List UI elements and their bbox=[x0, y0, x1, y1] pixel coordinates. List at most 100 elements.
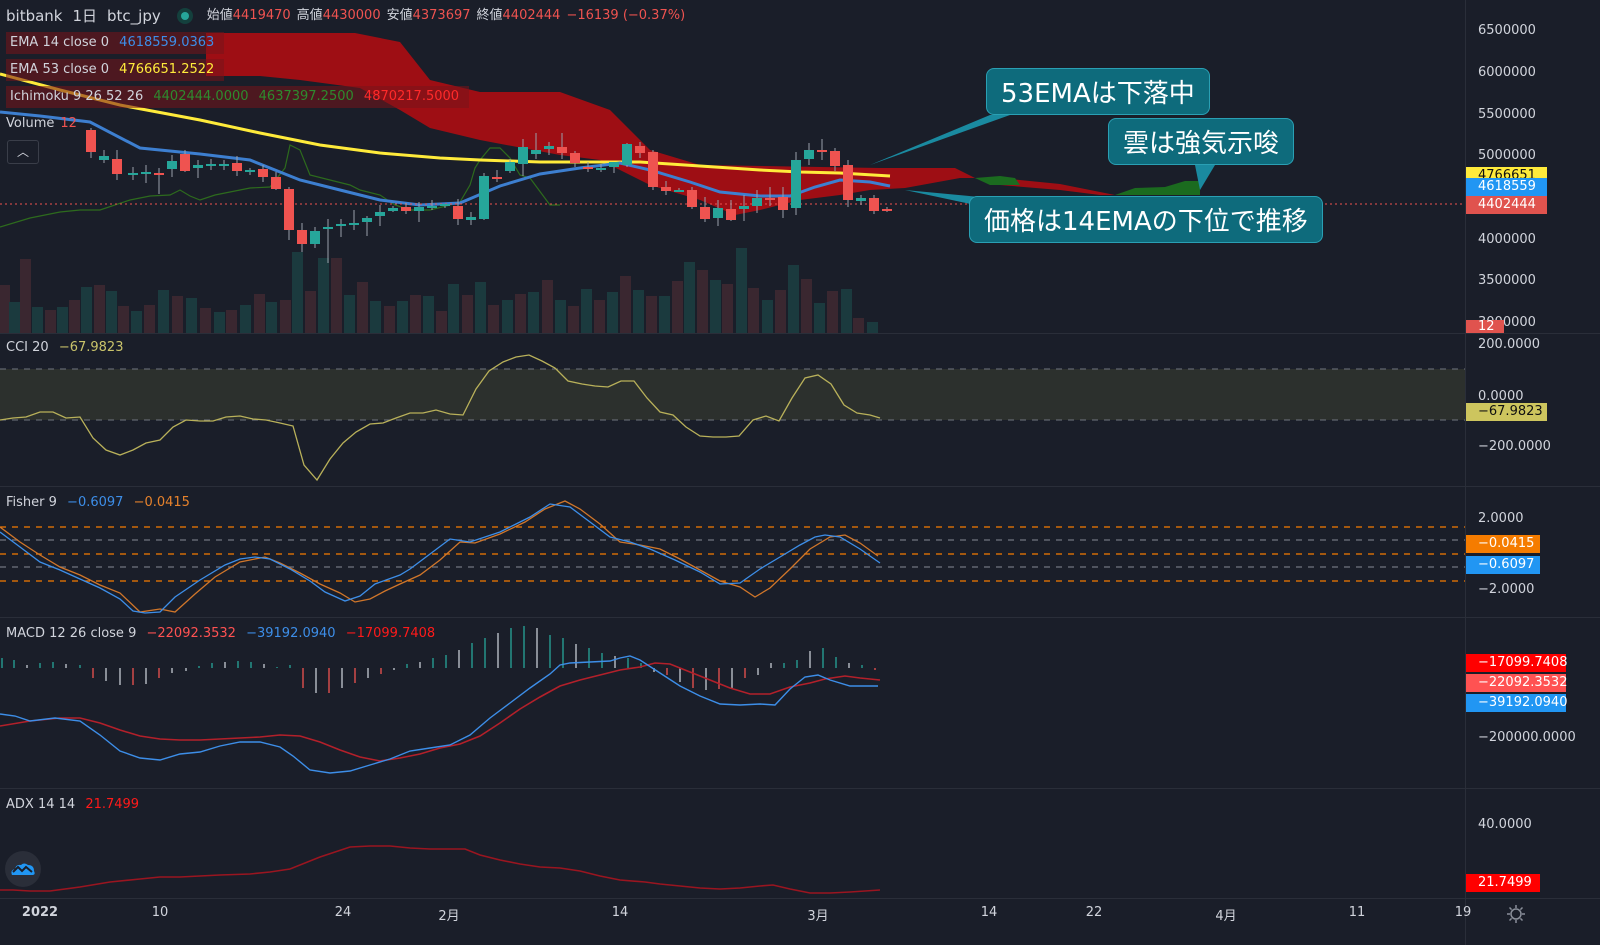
macd-axis[interactable]: −200000.0000 −17099.7408 −22092.3532 −39… bbox=[1465, 618, 1600, 788]
callout-cloud-bullish[interactable]: 雲は強気示唆 bbox=[1108, 118, 1295, 165]
legend-volume-name: Volume bbox=[6, 115, 55, 131]
price-pane[interactable]: bitbank 1日 btc_jpy 始値 4419470 高値 4430000… bbox=[0, 0, 1600, 334]
close-value: 4402444 bbox=[502, 7, 561, 23]
open-label: 始値 bbox=[206, 7, 233, 23]
adx-legend[interactable]: ADX 14 14 21.7499 bbox=[6, 797, 139, 812]
time-axis[interactable]: 2022 10 24 2月 14 3月 14 22 4月 11 19 bbox=[0, 899, 1600, 945]
last-price-badge: 4402444 bbox=[1466, 196, 1547, 214]
callout-53ema-falling[interactable]: 53EMAは下落中 bbox=[986, 68, 1210, 115]
price-tick: 6500000 bbox=[1478, 23, 1536, 38]
legend-volume[interactable]: Volume 12 bbox=[6, 110, 691, 137]
cci-badge: −67.9823 bbox=[1466, 403, 1547, 421]
chevron-up-icon: ︿ bbox=[16, 145, 29, 159]
macd-pane[interactable]: MACD 12 26 close 9 −22092.3532 −39192.09… bbox=[0, 618, 1600, 789]
close-label: 終値 bbox=[476, 7, 503, 23]
macd-value-3: −17099.7408 bbox=[345, 626, 436, 641]
cci-pane[interactable]: CCI 20 −67.9823 200.0000 0.0000 −200.000… bbox=[0, 334, 1600, 487]
adx-tick: 40.0000 bbox=[1478, 817, 1532, 832]
price-tick: 3500000 bbox=[1478, 273, 1536, 288]
macd-hist-badge: −17099.7408 bbox=[1466, 654, 1567, 672]
adx-name: ADX 14 14 bbox=[6, 797, 76, 812]
legend-ema14[interactable]: EMA 14 close 0 4618559.0363 bbox=[6, 29, 691, 56]
legend-volume-value: 12 bbox=[60, 115, 77, 131]
time-label: 11 bbox=[1348, 905, 1366, 920]
fisher-value-1: −0.6097 bbox=[67, 495, 124, 510]
time-label: 19 bbox=[1454, 905, 1472, 920]
high-label: 高値 bbox=[296, 7, 323, 23]
fisher-pane[interactable]: Fisher 9 −0.6097 −0.0415 2.0000 −2.0000 … bbox=[0, 487, 1600, 618]
time-label: 3月 bbox=[807, 909, 829, 924]
cci-tick: 200.0000 bbox=[1478, 337, 1541, 352]
time-label: 22 bbox=[1085, 905, 1103, 920]
adx-badge: 21.7499 bbox=[1466, 874, 1540, 892]
price-legend: bitbank 1日 btc_jpy 始値 4419470 高値 4430000… bbox=[6, 2, 691, 137]
time-label: 2月 bbox=[438, 909, 460, 924]
fisher-tick: 2.0000 bbox=[1478, 511, 1524, 526]
fisher-trigger-badge: −0.0415 bbox=[1466, 535, 1540, 553]
legend-ichimoku-v1: 4402444.0000 bbox=[153, 88, 249, 104]
price-axis[interactable]: 6500000 6000000 5500000 5000000 4000000 … bbox=[1465, 0, 1600, 333]
collapse-legend-button[interactable]: ︿ bbox=[7, 140, 39, 164]
volume-badge: 12 bbox=[1466, 320, 1504, 333]
adx-value: 21.7499 bbox=[85, 797, 140, 812]
low-value: 4373697 bbox=[412, 7, 471, 23]
legend-ema53[interactable]: EMA 53 close 0 4766651.2522 bbox=[6, 56, 691, 83]
legend-ema53-value: 4766651.2522 bbox=[119, 61, 215, 77]
fisher-chart[interactable] bbox=[0, 487, 1465, 617]
macd-value-2: −39192.0940 bbox=[246, 626, 336, 641]
cci-value: −67.9823 bbox=[58, 340, 124, 355]
cci-axis[interactable]: 200.0000 0.0000 −200.0000 −67.9823 bbox=[1465, 334, 1600, 486]
tradingview-logo[interactable] bbox=[5, 851, 41, 887]
time-label: 14 bbox=[611, 905, 629, 920]
legend-ema14-name: EMA 14 close 0 bbox=[10, 34, 110, 50]
legend-ichimoku-v2: 4637397.2500 bbox=[258, 88, 354, 104]
cci-tick: 0.0000 bbox=[1478, 389, 1524, 404]
price-tick: 5000000 bbox=[1478, 148, 1536, 163]
adx-chart[interactable] bbox=[0, 789, 1465, 898]
market-status-icon bbox=[180, 11, 189, 20]
fisher-value-2: −0.0415 bbox=[133, 495, 190, 510]
time-label: 24 bbox=[334, 905, 352, 920]
fisher-value-badge: −0.6097 bbox=[1466, 556, 1540, 574]
cci-tick: −200.0000 bbox=[1478, 439, 1551, 454]
adx-axis[interactable]: 40.0000 21.7499 bbox=[1465, 789, 1600, 898]
price-tick: 6000000 bbox=[1478, 65, 1536, 80]
price-tick: 5500000 bbox=[1478, 107, 1536, 122]
settings-gear-icon[interactable] bbox=[1506, 904, 1526, 924]
macd-tick: −200000.0000 bbox=[1478, 730, 1576, 745]
price-chart[interactable] bbox=[0, 0, 1465, 333]
macd-line-badge: −39192.0940 bbox=[1466, 694, 1567, 712]
open-value: 4419470 bbox=[232, 7, 291, 23]
macd-legend[interactable]: MACD 12 26 close 9 −22092.3532 −39192.09… bbox=[6, 626, 435, 641]
macd-value-1: −22092.3532 bbox=[146, 626, 236, 641]
cci-legend[interactable]: CCI 20 −67.9823 bbox=[6, 340, 123, 355]
fisher-legend[interactable]: Fisher 9 −0.6097 −0.0415 bbox=[6, 495, 190, 510]
change-value: −16139 (−0.37%) bbox=[566, 7, 686, 23]
high-value: 4430000 bbox=[322, 7, 381, 23]
legend-ichimoku-name: Ichimoku 9 26 52 26 bbox=[10, 88, 144, 104]
fisher-name: Fisher 9 bbox=[6, 495, 57, 510]
time-label: 14 bbox=[980, 905, 998, 920]
cci-name: CCI 20 bbox=[6, 340, 49, 355]
interval-label[interactable]: 1日 bbox=[72, 6, 98, 25]
macd-signal-badge: −22092.3532 bbox=[1466, 674, 1567, 692]
ema14-price-badge: 4618559 bbox=[1466, 178, 1547, 196]
fisher-axis[interactable]: 2.0000 −2.0000 −0.0415 −0.6097 bbox=[1465, 487, 1600, 617]
legend-ichimoku[interactable]: Ichimoku 9 26 52 26 4402444.0000 4637397… bbox=[6, 83, 691, 110]
time-label: 2022 bbox=[21, 905, 59, 920]
adx-pane[interactable]: ADX 14 14 21.7499 40.0000 21.7499 bbox=[0, 789, 1600, 899]
fisher-tick: −2.0000 bbox=[1478, 582, 1535, 597]
macd-chart[interactable] bbox=[0, 618, 1465, 788]
legend-ema53-name: EMA 53 close 0 bbox=[10, 61, 110, 77]
time-label: 10 bbox=[151, 905, 169, 920]
legend-ichimoku-v3: 4870217.5000 bbox=[363, 88, 460, 104]
callout-price-below-14ema[interactable]: 価格は14EMAの下位で推移 bbox=[969, 196, 1323, 243]
cloud-chart-icon bbox=[11, 863, 35, 875]
cci-chart[interactable] bbox=[0, 334, 1465, 486]
legend-ema14-value: 4618559.0363 bbox=[119, 34, 215, 50]
price-tick: 4000000 bbox=[1478, 232, 1536, 247]
exchange-name[interactable]: bitbank bbox=[6, 6, 63, 25]
symbol-header: bitbank 1日 btc_jpy 始値 4419470 高値 4430000… bbox=[6, 2, 691, 29]
symbol-name[interactable]: btc_jpy bbox=[107, 6, 161, 25]
low-label: 安値 bbox=[386, 7, 413, 23]
